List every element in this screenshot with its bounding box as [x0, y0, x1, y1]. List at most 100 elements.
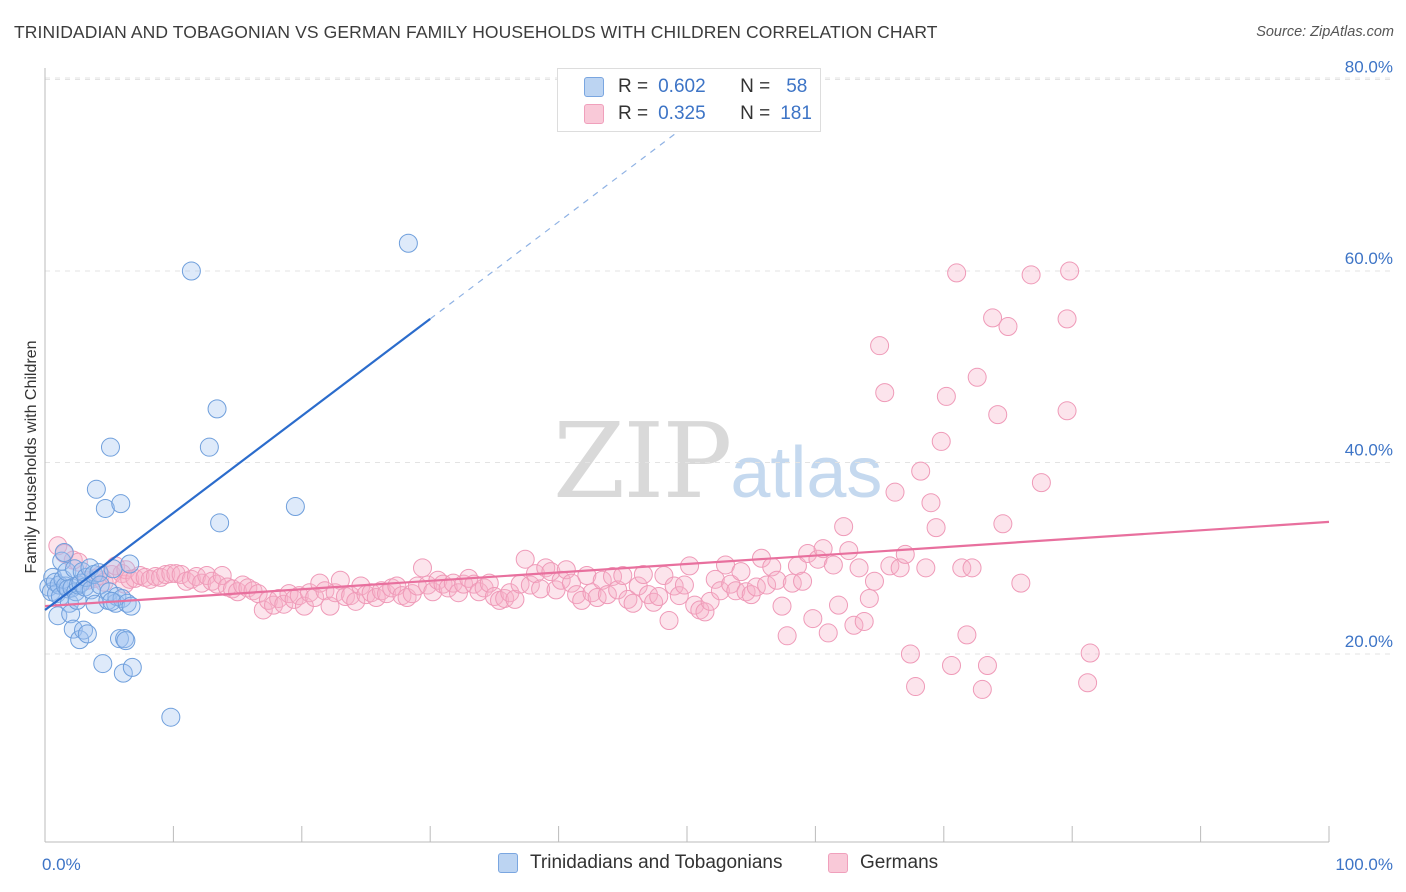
trinidadian-point — [86, 479, 106, 499]
german-point — [423, 582, 443, 602]
trinidadian-point — [95, 498, 115, 518]
legend-r-key: R = — [618, 103, 649, 124]
german-point — [998, 317, 1018, 337]
y-tick-label: 40.0% — [1345, 441, 1393, 460]
german-point — [772, 596, 792, 616]
german-trend-line — [44, 520, 1330, 608]
trinidadian-point — [77, 624, 97, 644]
german-point — [515, 549, 535, 569]
german-point — [705, 569, 725, 589]
trinidadian-point — [113, 663, 133, 683]
german-point — [181, 569, 201, 589]
legend-n-value: 58 — [786, 76, 808, 97]
trinidadian-point — [109, 629, 129, 649]
german-point — [572, 590, 592, 610]
german-point — [156, 565, 176, 585]
german-point — [849, 558, 869, 578]
german-point — [870, 336, 890, 356]
german-point — [829, 595, 849, 615]
trinidadian-point — [398, 233, 418, 253]
german-point — [1057, 309, 1077, 329]
series-label-trinidadian: Trinidadians and Tobagonians — [530, 852, 783, 873]
trinidadian-trend-extension — [429, 95, 726, 320]
german-point — [839, 541, 859, 561]
german-point — [597, 585, 617, 605]
german-point — [171, 565, 191, 585]
german-point — [798, 543, 818, 563]
legend-row-german: R = 0.325 N = 181 — [584, 102, 812, 126]
german-point — [567, 585, 587, 605]
german-point — [1031, 473, 1051, 493]
german-point — [721, 574, 741, 594]
german-point — [187, 566, 207, 586]
german-point — [669, 586, 689, 606]
german-point — [659, 610, 679, 630]
watermark: ZIPatlas — [553, 400, 882, 522]
y-tick-label: 80.0% — [1345, 58, 1393, 77]
german-point — [777, 626, 797, 646]
german-point — [983, 308, 1003, 328]
german-point — [957, 625, 977, 645]
watermark-atlas: atlas — [730, 433, 883, 513]
german-point — [561, 573, 581, 593]
series-legend-german[interactable]: Germans — [828, 852, 938, 874]
trinidadian-point — [285, 497, 305, 517]
x-tick-label: 0.0% — [42, 855, 81, 874]
german-point — [664, 576, 684, 596]
trinidadian-point — [63, 619, 83, 639]
german-point — [1080, 643, 1100, 663]
german-point — [906, 677, 926, 697]
trinidadian-point — [70, 630, 90, 650]
german-point — [228, 582, 248, 602]
trinidadian-point — [161, 707, 181, 727]
german-point — [803, 609, 823, 629]
german-point — [274, 594, 294, 614]
german-point — [859, 588, 879, 608]
legend-swatch-german — [584, 104, 604, 124]
german-point — [633, 565, 653, 585]
german-point — [993, 514, 1013, 534]
german-point — [823, 555, 843, 575]
german-point — [926, 518, 946, 538]
source-credit: Source: ZipAtlas.com — [1256, 24, 1394, 40]
german-point — [335, 587, 355, 607]
german-point — [972, 679, 992, 699]
x-tick-label: 100.0% — [1335, 855, 1393, 874]
legend-n-value: 181 — [780, 103, 812, 124]
german-point — [680, 556, 700, 576]
german-point — [644, 592, 664, 612]
series-legend-trinidadian[interactable]: Trinidadians and Tobagonians — [498, 852, 782, 874]
german-point — [952, 558, 972, 578]
german-point — [212, 565, 232, 585]
german-point — [592, 570, 612, 590]
german-point — [366, 588, 386, 608]
y-axis-label: Family Households with Children — [23, 341, 40, 574]
legend-r-value: 0.602 — [658, 76, 706, 97]
series-legend: Trinidadians and Tobagonians Germans — [0, 852, 1406, 876]
german-point — [921, 493, 941, 513]
german-point — [674, 575, 694, 595]
trinidadian-point — [207, 399, 227, 419]
legend-n-key: N = — [740, 76, 771, 97]
trinidadian-point — [100, 437, 120, 457]
german-point — [916, 558, 936, 578]
german-point — [834, 517, 854, 537]
german-point — [947, 263, 967, 283]
trinidadian-point — [116, 631, 136, 651]
legend-row-trinidadian: R = 0.602 N = 58 — [584, 75, 807, 99]
series-swatch-german — [828, 853, 848, 873]
german-point — [613, 565, 633, 585]
german-point — [649, 587, 669, 607]
german-point — [618, 589, 638, 609]
german-point — [885, 482, 905, 502]
german-point — [988, 405, 1008, 425]
german-point — [412, 558, 432, 578]
trinidadian-trend-line — [44, 317, 431, 611]
trinidadian-point — [117, 593, 137, 613]
trinidadian-point — [210, 513, 230, 533]
german-point — [120, 569, 140, 589]
german-point — [1060, 261, 1080, 281]
german-point — [495, 588, 515, 608]
german-point — [936, 386, 956, 406]
